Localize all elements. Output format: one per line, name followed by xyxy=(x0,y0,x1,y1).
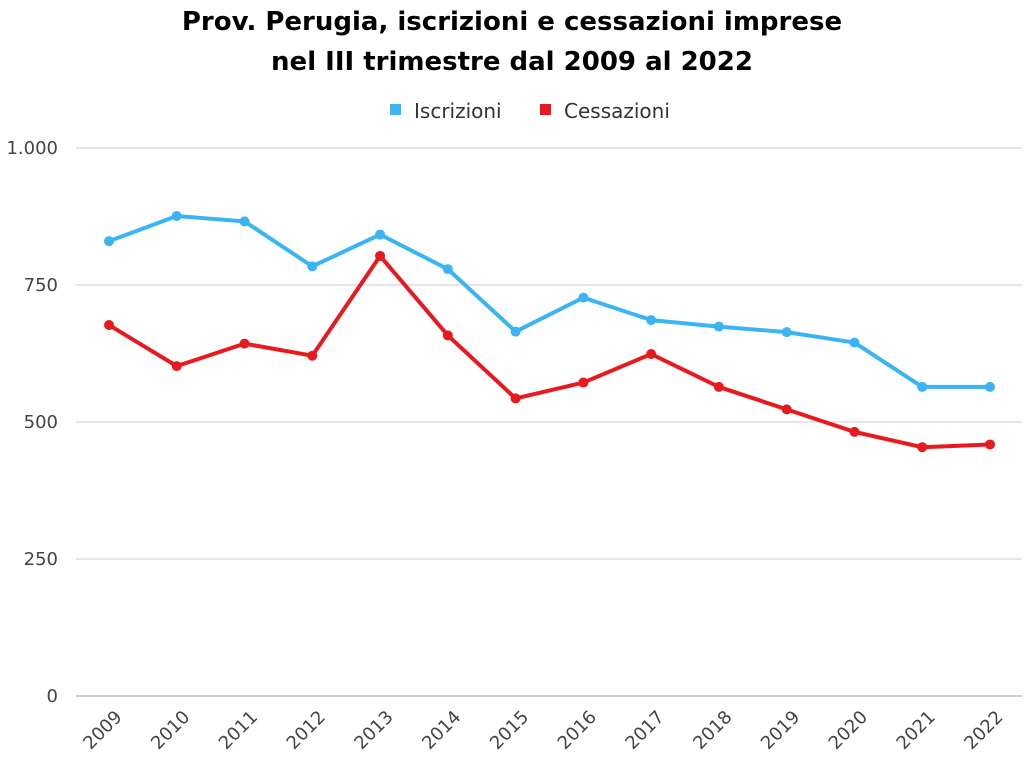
data-point xyxy=(239,216,250,227)
data-point xyxy=(171,210,182,221)
data-point xyxy=(578,377,589,388)
data-point xyxy=(646,315,657,326)
x-tick-label: 2019 xyxy=(757,707,804,754)
x-tick-label: 2020 xyxy=(825,707,872,754)
legend-item: Cessazioni xyxy=(540,99,670,123)
x-tick-label: 2009 xyxy=(79,707,126,754)
data-point xyxy=(578,292,589,303)
x-tick-label: 2012 xyxy=(283,707,330,754)
y-tick-label: 250 xyxy=(24,549,58,570)
series-line xyxy=(107,253,992,450)
data-point xyxy=(307,350,318,361)
data-point xyxy=(375,250,386,261)
data-point xyxy=(781,327,792,338)
data-point xyxy=(442,264,453,275)
series-cessazioni xyxy=(104,250,995,453)
legend-label: Iscrizioni xyxy=(414,99,502,123)
data-point xyxy=(104,320,114,331)
data-point xyxy=(646,349,657,360)
chart-legend: Iscrizioni Cessazioni xyxy=(390,99,670,123)
data-point xyxy=(171,361,182,372)
x-tick-label: 2014 xyxy=(418,707,465,754)
x-tick-label: 2015 xyxy=(486,707,533,754)
y-tick-label: 500 xyxy=(24,412,58,433)
data-point xyxy=(917,381,928,392)
data-point xyxy=(510,326,521,337)
data-point xyxy=(849,337,860,348)
data-point xyxy=(239,338,250,349)
x-tick-label: 2021 xyxy=(893,707,940,754)
series-line xyxy=(107,213,992,389)
data-point xyxy=(713,381,724,392)
x-tick-label: 2017 xyxy=(621,707,668,754)
data-point xyxy=(985,439,995,450)
chart-title: Prov. Perugia, iscrizioni e cessazioni i… xyxy=(0,2,1024,82)
data-point xyxy=(510,393,521,404)
chart-gridlines xyxy=(76,147,1022,697)
x-tick-label: 2018 xyxy=(689,707,736,754)
chart-title-line-1: Prov. Perugia, iscrizioni e cessazioni i… xyxy=(181,7,843,37)
chart-title-line-2: nel III trimestre dal 2009 al 2022 xyxy=(271,47,753,77)
legend-label: Cessazioni xyxy=(564,99,670,123)
data-point xyxy=(849,426,860,437)
x-tick-label: 2022 xyxy=(960,707,1007,754)
series-iscrizioni xyxy=(104,210,995,392)
data-point xyxy=(104,236,114,247)
data-point xyxy=(375,229,386,240)
y-tick-label: 750 xyxy=(24,275,58,296)
y-tick-label: 0 xyxy=(47,686,58,707)
chart-series xyxy=(104,210,995,453)
data-point xyxy=(781,404,792,415)
x-tick-label: 2013 xyxy=(350,707,397,754)
y-tick-label: 1.000 xyxy=(6,138,58,159)
legend-swatch xyxy=(390,104,401,115)
x-tick-label: 2011 xyxy=(215,707,262,754)
data-point xyxy=(307,261,318,272)
data-point xyxy=(917,442,928,453)
legend-item: Iscrizioni xyxy=(390,99,502,123)
data-point xyxy=(713,321,724,332)
data-point xyxy=(985,381,995,392)
data-point xyxy=(442,330,453,341)
x-tick-label: 2010 xyxy=(147,707,194,754)
x-tick-label: 2016 xyxy=(554,707,601,754)
y-axis: 0 250 500 750 1.000 xyxy=(6,138,58,707)
x-axis: 2009 2010 2011 2012 2013 2014 2015 2016 2017 2018… xyxy=(79,707,1007,754)
legend-swatch xyxy=(540,104,551,115)
